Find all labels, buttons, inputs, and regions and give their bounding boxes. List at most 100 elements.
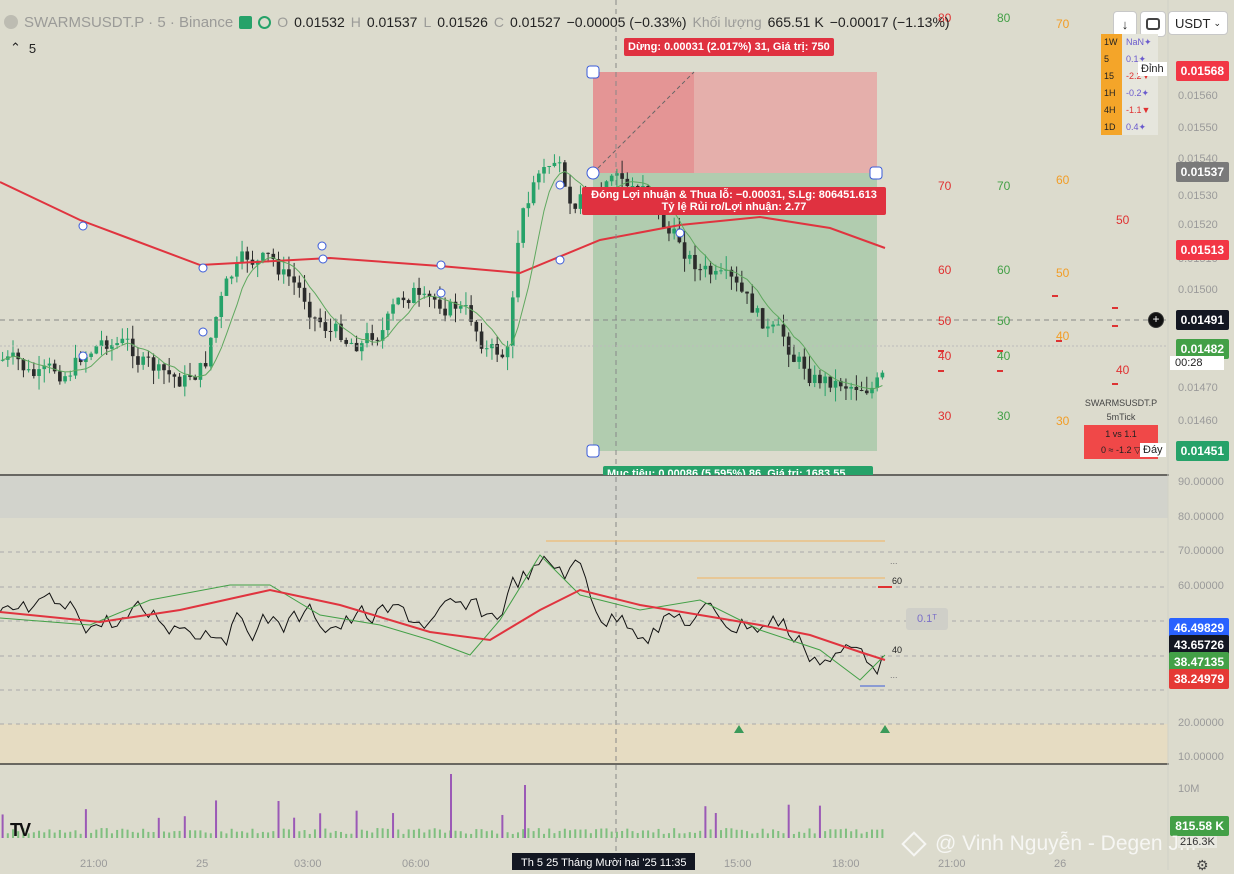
volume-bar: [844, 828, 847, 838]
volume-bar: [355, 810, 358, 838]
volume-bar: [621, 830, 624, 838]
symbol-title[interactable]: SWARMSUSDT.P · 5 · Binance: [24, 13, 234, 31]
candle-body: [755, 308, 760, 313]
crosshair-time-tag: Th 5 25 Tháng Mười hai '25 11:35: [512, 853, 696, 870]
tradingview-logo[interactable]: TV: [10, 820, 31, 840]
candle-body: [412, 287, 416, 303]
volume-bar: [574, 829, 577, 838]
rsi-tag-1: 46.49829: [1168, 618, 1229, 638]
candle-body: [292, 276, 296, 283]
candle-body: [344, 339, 349, 344]
candle-body: [698, 269, 703, 271]
volume-bar: [142, 828, 145, 838]
volume-bar: [589, 833, 592, 838]
candle-body: [323, 322, 328, 331]
open-value: 0.01532: [294, 14, 345, 30]
alert-icon[interactable]: [239, 15, 253, 29]
volume-bar: [662, 833, 665, 838]
volume-bar: [454, 830, 457, 838]
candle-body: [474, 321, 479, 332]
volume-bar: [397, 829, 400, 838]
volume-bar: [855, 829, 858, 838]
position-entry-handle: [586, 166, 600, 180]
volume-bar: [605, 828, 608, 838]
scale-red2-label: 40: [1116, 363, 1130, 377]
candle-body: [130, 338, 135, 357]
rsi-signal-line: [0, 554, 886, 681]
volume-bar: [730, 828, 733, 838]
volume-bar: [813, 833, 816, 838]
stop-loss-label[interactable]: Dừng: 0.00031 (2.017%) 31, Giá trị: 750: [624, 38, 834, 56]
candle-body: [167, 370, 172, 375]
volume-bar: [116, 829, 119, 838]
top-price-tag: 0.01568: [1175, 61, 1229, 81]
volume-bar: [667, 833, 670, 838]
volume-bar: [610, 831, 613, 838]
volume-bar: [772, 829, 775, 838]
candle-body: [313, 317, 317, 319]
candle-body: [547, 165, 552, 168]
volume-bar: [381, 828, 384, 838]
fullscreen-button[interactable]: [1140, 11, 1166, 37]
target-label[interactable]: Mục tiêu: 0.00086 (5.595%) 86, Giá trị: …: [603, 466, 873, 475]
rsi-tick: 20.00000: [1178, 717, 1224, 729]
candle-body: [573, 203, 578, 209]
volume-bar: [121, 828, 124, 838]
volume-bar: [777, 831, 780, 838]
volume-bar: [402, 833, 405, 838]
volume-bar: [194, 830, 197, 838]
candle-body: [110, 345, 114, 349]
volume-bar: [735, 829, 738, 838]
candle-body: [823, 376, 827, 384]
volume-bar: [647, 830, 650, 838]
mtf-timeframe: 15: [1104, 71, 1115, 81]
time-tick: 06:00: [402, 858, 430, 870]
candle-body: [615, 173, 619, 176]
volume-bar: [725, 828, 728, 838]
candle-body: [73, 357, 78, 376]
scale-marker: [1112, 383, 1118, 385]
volume-bar: [58, 829, 61, 838]
drawing-handle: [78, 221, 88, 231]
candle-body: [177, 376, 182, 387]
volume-bar: [615, 831, 618, 838]
volume-bar: [824, 831, 827, 838]
candle-body: [297, 282, 302, 288]
position-handle: [586, 65, 600, 79]
drawing-handle: [675, 228, 685, 238]
volume-bar: [43, 832, 46, 838]
currency-select[interactable]: USDT ⌄: [1168, 11, 1228, 35]
candle-body: [870, 387, 874, 394]
candle-body: [47, 363, 52, 366]
drawing-handle: [317, 241, 327, 251]
candle-body: [375, 339, 380, 341]
candle-body: [271, 253, 276, 260]
volume-bar: [126, 829, 129, 838]
candle-body: [84, 356, 88, 363]
volume-bar: [308, 833, 311, 838]
volume-bar: [376, 828, 379, 838]
volume-bar: [657, 828, 660, 838]
volume-bar: [173, 831, 176, 838]
volume-bar: [27, 833, 30, 838]
candle-body: [740, 282, 744, 292]
candle-body: [193, 376, 198, 380]
volume-bar: [522, 829, 525, 838]
indicators-toggle[interactable]: ⌃ 5: [10, 40, 36, 56]
mtf-value: -1.1▼: [1126, 105, 1151, 115]
volume-bar: [464, 833, 467, 838]
price-tick: 0.01550: [1178, 122, 1218, 134]
volume-bar: [136, 832, 139, 838]
scroll-to-latest-button[interactable]: ↓: [1113, 11, 1137, 37]
crosshair-plus-icon[interactable]: +: [1148, 312, 1164, 328]
candle-body: [443, 308, 447, 316]
volume-bar: [84, 809, 87, 838]
pnl-label[interactable]: Đóng Lợi nhuận & Thua lỗ: −0.00031, S.Lg…: [582, 187, 886, 215]
settings-icon[interactable]: ⚙: [1196, 857, 1209, 873]
volume-value: 665.51 K: [767, 14, 824, 30]
candle-body: [713, 270, 718, 275]
price-scale-bg: [1169, 0, 1234, 870]
volume-bar: [501, 814, 504, 838]
candle-body: [448, 301, 453, 316]
